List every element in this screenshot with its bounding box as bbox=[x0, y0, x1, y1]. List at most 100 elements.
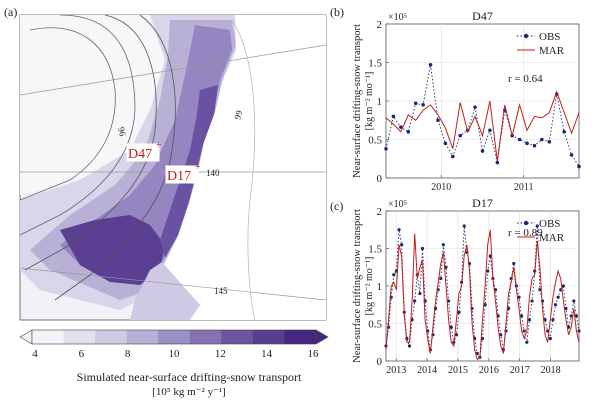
series-obs-point bbox=[512, 261, 516, 266]
chart-d17: 0 0.5 1 1.5 2 2013 2014 2015 2016 2017 2018 ×10⁵ D17… bbox=[352, 196, 581, 376]
colorbar-label-line2: [10⁵ kg m⁻² y⁻¹] bbox=[152, 386, 226, 398]
colorbar-segment bbox=[189, 330, 222, 344]
series-obs-point bbox=[436, 118, 440, 123]
colorbar-segment bbox=[252, 330, 285, 344]
series-obs-point bbox=[538, 288, 542, 292]
series-obs-point bbox=[520, 314, 524, 318]
station-d47-label: D47 bbox=[128, 147, 152, 162]
series-obs-point bbox=[480, 149, 485, 153]
y-tick-label: 1 bbox=[377, 281, 383, 293]
panel-a-label: (a) bbox=[4, 5, 17, 19]
colorbar-arrow-right bbox=[315, 329, 329, 345]
series-obs-point bbox=[495, 160, 500, 165]
series-mar-line bbox=[385, 229, 580, 361]
x-tick-label: 2013 bbox=[386, 365, 406, 376]
y-tick-label: 1.5 bbox=[368, 58, 382, 70]
colorbar-outline bbox=[31, 329, 317, 345]
series-obs-point bbox=[399, 125, 403, 129]
series-obs-point bbox=[421, 103, 425, 107]
colorbar-segment bbox=[221, 330, 254, 344]
x-tick-label: 2016 bbox=[479, 365, 499, 376]
series-obs-point bbox=[488, 128, 492, 133]
series-obs-point bbox=[483, 303, 487, 307]
colorbar-segment bbox=[126, 330, 159, 344]
contour-label-96: 96 bbox=[116, 126, 128, 138]
series-obs-point bbox=[406, 130, 411, 134]
series-obs-point bbox=[551, 318, 555, 322]
series-obs-point bbox=[441, 243, 445, 247]
y-axis-unit: [kg m⁻² mo⁻¹] bbox=[364, 257, 375, 316]
station-d17-marker: + bbox=[195, 162, 201, 173]
series-obs-point bbox=[562, 130, 566, 134]
y-multiplier: ×10⁵ bbox=[388, 12, 407, 23]
series-obs-point bbox=[454, 333, 459, 337]
series-obs-point bbox=[548, 336, 552, 341]
series-obs-point bbox=[391, 114, 396, 119]
correlation-annotation: r = 0.89 bbox=[508, 227, 543, 239]
correlation-annotation: r = 0.64 bbox=[508, 73, 543, 85]
series-obs-point bbox=[449, 325, 453, 329]
legend-obs-marker bbox=[523, 220, 529, 226]
y-tick-label: 0 bbox=[377, 173, 383, 185]
x-tick-label: 2015 bbox=[448, 365, 468, 376]
series-obs-point bbox=[517, 295, 521, 299]
series-obs-point bbox=[475, 351, 479, 356]
series-obs-point bbox=[564, 306, 568, 311]
x-tick-label: 2018 bbox=[541, 365, 561, 376]
panel-b-label: (b) bbox=[330, 5, 344, 19]
legend-mar-label: MAR bbox=[539, 45, 565, 57]
y-multiplier: ×10⁵ bbox=[388, 199, 407, 210]
series-obs-point bbox=[420, 246, 425, 251]
colorbar-segment bbox=[284, 330, 317, 344]
legend-mar-label: MAR bbox=[539, 232, 565, 244]
series-obs-point bbox=[473, 105, 477, 109]
x-tick-label: 2014 bbox=[417, 365, 437, 376]
series-obs-point bbox=[451, 154, 455, 159]
colorbar-label-line1: Simulated near-surface drifting-snow tra… bbox=[77, 370, 302, 384]
x-tick-label: 2017 bbox=[510, 365, 530, 376]
series-obs-point bbox=[407, 344, 412, 348]
colorbar-tick-label: 16 bbox=[308, 348, 320, 360]
series-obs-point bbox=[444, 265, 448, 269]
colorbar-tick-label: 4 bbox=[32, 348, 38, 360]
series-mar-line bbox=[385, 90, 580, 162]
series-obs-point bbox=[392, 273, 396, 277]
series-obs-point bbox=[543, 318, 547, 322]
series-obs-point bbox=[561, 284, 565, 288]
legend-obs-label: OBS bbox=[539, 31, 560, 43]
series-obs-point bbox=[540, 137, 544, 142]
station-d17-label-bg bbox=[165, 165, 199, 184]
series-obs-point bbox=[384, 146, 388, 151]
chart-title: D17 bbox=[472, 196, 493, 210]
series-obs-point bbox=[488, 254, 492, 258]
series-obs-point bbox=[556, 295, 560, 299]
series-obs-point bbox=[577, 329, 581, 333]
series-obs-point bbox=[446, 299, 451, 303]
colorbar-tick-label: 6 bbox=[79, 348, 85, 360]
station-d47-label-bg bbox=[126, 143, 160, 162]
series-obs-point bbox=[569, 153, 574, 157]
series-obs-point bbox=[525, 340, 529, 344]
y-axis-label: Near-surface drifting-snow transport bbox=[352, 24, 363, 178]
colorbar-tick-label: 8 bbox=[125, 348, 131, 360]
colorbar-tick-label: 14 bbox=[261, 348, 273, 360]
colorbar-tick-label: 10 bbox=[169, 348, 181, 360]
series-obs-point bbox=[443, 141, 448, 146]
y-tick-label: 1 bbox=[377, 96, 383, 108]
series-obs-point bbox=[569, 314, 573, 318]
contour-label-99: 99 bbox=[232, 109, 244, 121]
colorbar-segment bbox=[158, 330, 191, 344]
series-obs-point bbox=[458, 133, 463, 138]
series-obs-point bbox=[413, 101, 418, 106]
series-obs-point bbox=[486, 269, 490, 273]
series-obs-point bbox=[525, 141, 529, 146]
series-obs-point bbox=[499, 333, 503, 337]
legend-obs-label: OBS bbox=[539, 218, 560, 230]
colorbar-segment bbox=[63, 330, 96, 344]
panel-c-label: (c) bbox=[330, 199, 343, 213]
series-obs-point bbox=[553, 303, 558, 307]
y-tick-label: 0.5 bbox=[368, 319, 382, 331]
contour-label-140: 140 bbox=[206, 168, 220, 178]
station-d17-label: D17 bbox=[167, 169, 191, 184]
